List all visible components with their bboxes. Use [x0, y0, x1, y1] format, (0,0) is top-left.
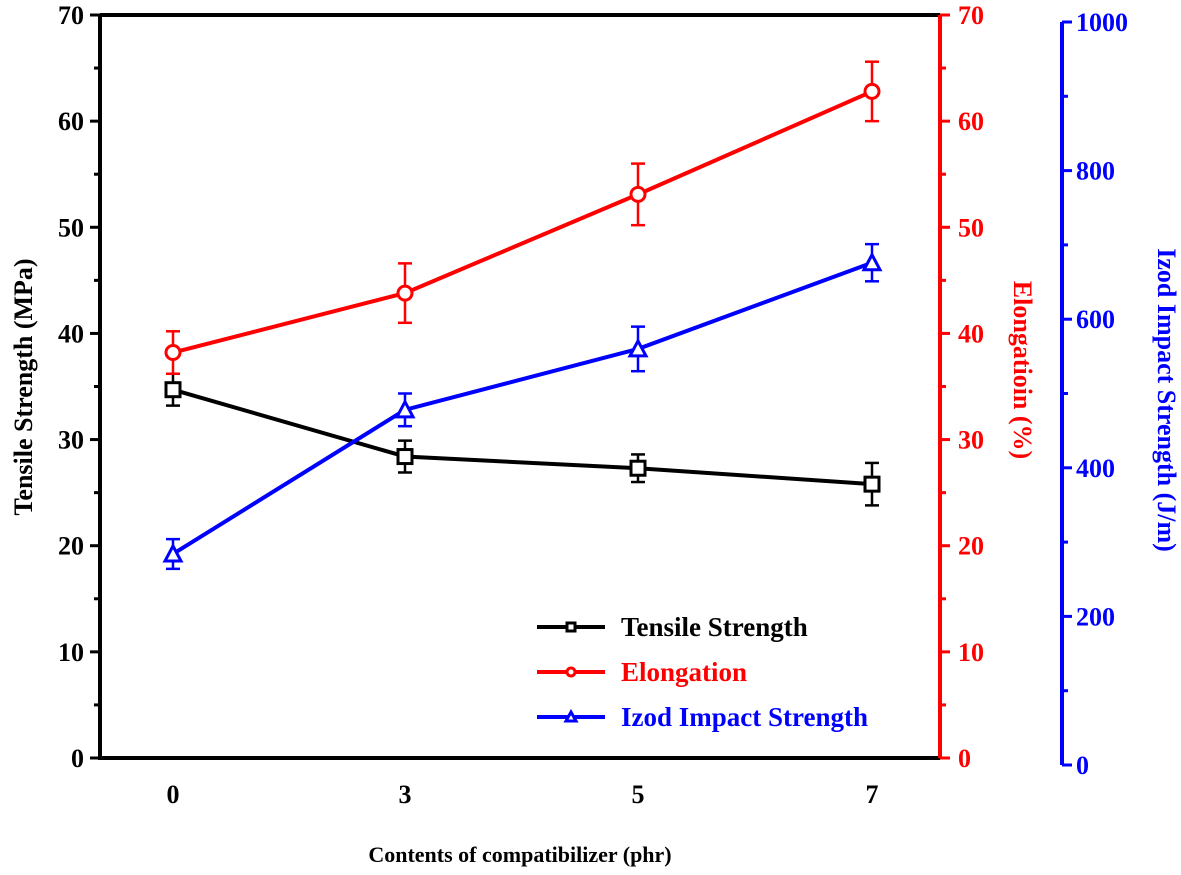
right2-tick-label: 1000	[1076, 8, 1128, 37]
series-elongation	[164, 60, 881, 376]
legend-item: Elongation	[537, 657, 747, 687]
square-marker	[565, 621, 577, 633]
right1-tick-label: 40	[958, 319, 984, 348]
circle-marker	[863, 82, 881, 100]
left-tick-label: 10	[58, 638, 84, 667]
left-tick-label: 30	[58, 426, 84, 455]
left-tick-label: 60	[58, 107, 84, 136]
circle-marker	[629, 185, 647, 203]
series-line	[172, 89, 873, 355]
circle-marker	[396, 284, 414, 302]
circle-marker	[164, 344, 182, 362]
right2-tick-label: 200	[1076, 602, 1115, 631]
left-tick-label: 70	[58, 1, 84, 30]
right2-tick-label: 800	[1076, 157, 1115, 186]
right2-tick-label: 600	[1076, 305, 1115, 334]
legend-label: Izod Impact Strength	[621, 702, 868, 732]
triangle-marker	[162, 542, 184, 563]
square-marker	[164, 381, 182, 399]
legend-label: Tensile Strength	[621, 612, 808, 642]
left-tick-label: 40	[58, 319, 84, 348]
right1-tick-label: 60	[958, 107, 984, 136]
circle-marker	[565, 666, 577, 678]
triangle-marker	[563, 708, 579, 723]
series-izod-impact-strength	[162, 242, 883, 571]
left-tick-label: 0	[71, 744, 84, 773]
series-line	[171, 260, 873, 556]
legend-item: Tensile Strength	[537, 612, 808, 642]
x-tick-label: 5	[632, 780, 645, 809]
x-tick-label: 0	[167, 780, 180, 809]
left-tick-label: 20	[58, 532, 84, 561]
right1-tick-label: 20	[958, 532, 984, 561]
x-tick-label: 3	[399, 780, 412, 809]
right1-tick-label: 0	[958, 744, 971, 773]
right1-tick-label: 30	[958, 426, 984, 455]
series-tensile-strength	[164, 372, 881, 507]
right1-axis-label: Elongatioin (%)	[1008, 281, 1037, 459]
right2-tick-label: 400	[1076, 454, 1115, 483]
left-axis-label: Tensile Strength (MPa)	[9, 258, 38, 515]
square-marker	[863, 475, 881, 493]
triangle-marker	[394, 398, 416, 419]
axes: 0102030405060700102030405060700200400600…	[58, 1, 1128, 809]
triangle-marker	[627, 337, 649, 358]
legend-item: Izod Impact Strength	[537, 702, 868, 732]
square-marker	[629, 459, 647, 477]
series-line	[172, 387, 873, 487]
square-marker	[396, 448, 414, 466]
x-tick-label: 7	[866, 780, 879, 809]
right2-tick-label: 0	[1076, 751, 1089, 780]
x-axis-label: Contents of compatibilizer (phr)	[368, 842, 671, 867]
series-group	[162, 60, 883, 571]
left-tick-label: 50	[58, 213, 84, 242]
legend: Tensile Strength Elongation Izod Impact St…	[537, 612, 868, 732]
triangle-marker	[861, 251, 883, 272]
right1-tick-label: 50	[958, 213, 984, 242]
right1-tick-label: 70	[958, 1, 984, 30]
legend-label: Elongation	[621, 657, 747, 687]
right1-tick-label: 10	[958, 638, 984, 667]
right2-axis-label: Izod Impact Strength (J/m)	[1152, 248, 1181, 552]
